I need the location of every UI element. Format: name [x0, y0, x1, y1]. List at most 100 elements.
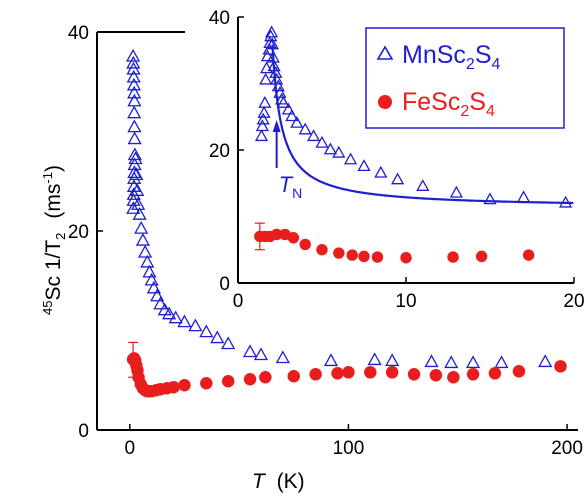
main-x-tick-label: 0: [125, 438, 136, 459]
data-point-triangle: [265, 37, 280, 50]
data-point-triangle: [298, 122, 312, 135]
data-point-circle: [167, 380, 180, 394]
data-point-triangle: [134, 220, 149, 234]
data-point-triangle: [275, 350, 290, 364]
data-point-triangle: [269, 66, 283, 78]
data-point-triangle: [126, 201, 141, 214]
data-point-triangle: [259, 72, 273, 85]
data-point-triangle: [127, 131, 142, 145]
data-point-triangle: [263, 36, 277, 49]
data-point-circle: [447, 371, 460, 384]
inset-ticks: 0 10 20 0 20 40: [209, 8, 585, 312]
data-point-triangle: [374, 165, 388, 178]
data-point-triangle: [132, 207, 147, 220]
data-point-circle: [554, 360, 567, 373]
data-point-triangle: [516, 190, 531, 203]
data-point-triangle: [323, 142, 338, 155]
data-point-triangle: [135, 232, 151, 246]
main-y-tick-label: 20: [68, 222, 89, 243]
data-point-triangle: [127, 165, 142, 179]
data-point-triangle: [259, 61, 274, 74]
legend-label-mnsc2s4: MnSc2S4: [402, 41, 501, 73]
main-x-tick-label: 200: [551, 438, 583, 459]
data-point-circle: [407, 368, 421, 381]
legend-entry-fesc2s4: FeSc2S4: [378, 88, 495, 120]
data-point-triangle: [188, 318, 203, 332]
legend-label-fesc2s4: FeSc2S4: [402, 88, 495, 120]
legend: MnSc2S4 FeSc2S4: [365, 27, 565, 129]
data-point-triangle: [142, 264, 157, 278]
inset-y-tick-label: 40: [209, 8, 230, 29]
tn-label: TN: [279, 172, 303, 201]
inset-series: [254, 25, 574, 264]
data-point-triangle: [281, 102, 296, 115]
data-point-triangle: [276, 95, 290, 108]
data-point-circle: [178, 378, 191, 392]
data-point-triangle: [357, 159, 371, 172]
main-series: [125, 48, 567, 398]
data-point-triangle: [449, 185, 464, 198]
data-point-triangle: [285, 109, 299, 122]
data-point-triangle: [126, 187, 141, 200]
data-point-circle: [429, 369, 443, 382]
data-point-triangle: [137, 244, 153, 258]
data-point-triangle: [424, 354, 439, 368]
data-point-triangle: [140, 254, 155, 268]
data-point-triangle: [416, 179, 430, 191]
data-point-triangle: [127, 93, 142, 107]
data-point-circle: [488, 367, 502, 380]
data-point-circle: [259, 371, 272, 384]
data-point-triangle: [306, 129, 321, 142]
data-point-triangle: [126, 55, 141, 69]
data-point-triangle: [126, 193, 141, 206]
data-point-triangle: [465, 355, 481, 369]
data-point-circle: [371, 251, 384, 263]
data-point-circle: [346, 249, 358, 261]
data-point-triangle: [126, 61, 141, 75]
inset-x-tick-label: 20: [563, 291, 584, 312]
data-point-triangle: [332, 145, 346, 158]
inset-x-tick-label: 10: [395, 291, 416, 312]
data-point-circle: [475, 250, 488, 263]
data-point-triangle: [150, 288, 165, 302]
data-point-circle: [309, 368, 322, 381]
data-point-circle: [358, 250, 370, 263]
data-point-circle: [299, 238, 311, 251]
data-point-triangle: [127, 85, 142, 99]
data-point-triangle: [130, 197, 146, 210]
data-point-triangle: [260, 49, 275, 62]
data-point-triangle: [483, 192, 497, 205]
data-point-triangle: [126, 77, 142, 91]
data-point-triangle: [290, 115, 304, 128]
data-point-triangle: [255, 119, 269, 132]
data-point-triangle: [253, 347, 269, 361]
data-point-triangle: [126, 69, 141, 83]
data-point-circle: [400, 252, 412, 264]
data-point-triangle: [125, 48, 141, 62]
data-point-triangle: [199, 324, 214, 338]
legend-triangle-marker: [376, 45, 394, 60]
data-point-triangle: [168, 310, 183, 324]
data-point-triangle: [254, 129, 269, 142]
inset-series-fesc2s4: [254, 222, 535, 264]
data-point-triangle: [257, 105, 271, 118]
data-point-triangle: [315, 135, 329, 148]
data-point-triangle: [385, 353, 400, 367]
data-point-circle: [522, 249, 535, 261]
tn-arrowhead: [272, 120, 281, 132]
data-point-triangle: [146, 280, 161, 294]
data-point-triangle: [390, 172, 405, 185]
y-axis-label: 45Sc 1/T2(ms-1): [40, 165, 68, 315]
inset-series-mnsc2s4: [254, 25, 574, 208]
data-point-triangle: [153, 296, 168, 310]
data-point-triangle: [210, 330, 225, 344]
main-series-fesc2s4: [126, 341, 567, 398]
data-point-triangle: [177, 314, 192, 328]
data-point-triangle: [367, 352, 382, 366]
data-point-circle: [316, 244, 328, 256]
data-point-circle: [287, 370, 301, 383]
data-point-triangle: [130, 183, 145, 196]
